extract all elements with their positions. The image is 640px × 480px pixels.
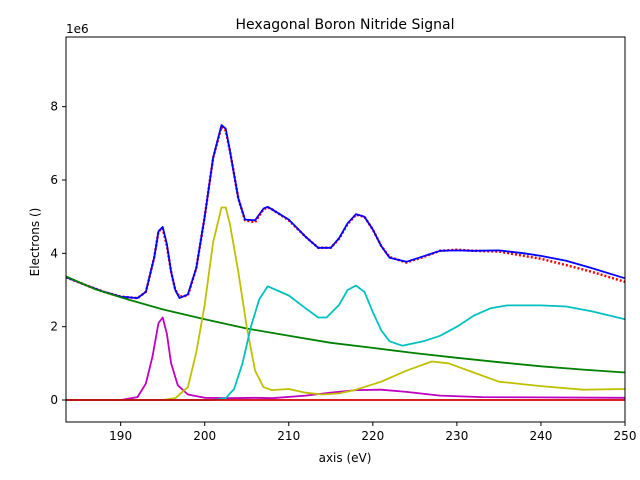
series-line-2 <box>65 275 626 374</box>
series-line-1 <box>65 124 626 300</box>
y-tick-label: 2 <box>50 320 58 334</box>
y-tick-label: 4 <box>50 246 58 260</box>
y-tick-label: 6 <box>50 173 58 187</box>
y-tick-label: 0 <box>50 393 58 407</box>
x-tick-label: 220 <box>361 429 384 443</box>
x-tick-label: 230 <box>445 429 468 443</box>
series-line-4 <box>66 206 626 401</box>
y-axis: 0 2 4 6 8 <box>50 100 66 407</box>
x-tick-label: 200 <box>193 429 216 443</box>
x-tick-label: 250 <box>614 429 637 443</box>
y-tick-label: 8 <box>50 100 58 114</box>
x-tick-label: 210 <box>277 429 300 443</box>
axes-frame <box>65 36 626 423</box>
x-axis: 190 200 210 220 230 240 250 <box>109 422 636 443</box>
x-axis-label: axis (eV) <box>319 451 372 465</box>
series-layer <box>65 124 626 401</box>
y-multiplier: 1e6 <box>66 22 89 36</box>
series-line-3 <box>66 316 626 401</box>
x-tick-label: 190 <box>109 429 132 443</box>
y-axis-label: Electrons () <box>28 208 42 277</box>
x-tick-label: 240 <box>529 429 552 443</box>
chart-title: Hexagonal Boron Nitride Signal <box>236 17 455 33</box>
series-line-5 <box>66 284 626 401</box>
